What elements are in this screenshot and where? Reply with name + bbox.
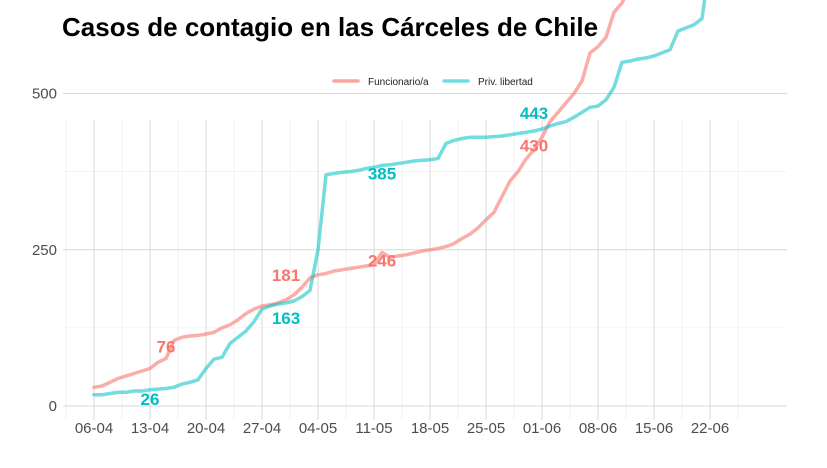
legend: Funcionario/a Priv. libertad [332,77,533,88]
y-tick-label: 250 [32,242,57,259]
data-label: 181 [272,266,300,285]
series-line-funcionario [92,0,626,390]
series-line-priv-libertad [92,0,707,397]
data-labels: 7618124643086026163385443710 [141,104,549,409]
data-label: 385 [368,164,396,183]
x-tick-label: 20-04 [187,420,225,437]
y-axis: 0250500750 [32,86,57,416]
legend-label-priv-libertad: Priv. libertad [478,77,533,88]
x-tick-label: 06-04 [75,420,113,437]
y-tick-label: 0 [49,398,57,415]
grid [63,93,787,420]
data-label: 26 [141,390,160,409]
data-label: 443 [520,104,548,123]
x-tick-label: 27-04 [243,420,281,437]
x-tick-label: 15-06 [635,420,673,437]
x-tick-label: 11-05 [355,420,392,437]
x-tick-label: 13-04 [131,420,169,437]
legend-label-funcionario: Funcionario/a [368,77,429,88]
x-tick-label: 25-05 [467,420,505,437]
data-label: 76 [157,338,176,357]
x-tick-label: 08-06 [579,420,617,437]
data-label: 163 [272,309,300,328]
x-tick-label: 22-06 [691,420,729,437]
series-lines [92,0,707,397]
data-label: 246 [368,251,396,270]
x-tick-label: 18-05 [411,420,449,437]
chart-title: Casos de contagio en las Cárceles de Chi… [62,12,598,42]
x-axis: 06-04 13-04 20-04 27-04 04-05 11-05 18-05 25-05… [75,420,729,437]
y-tick-label: 500 [32,86,57,103]
x-tick-label: 01-06 [523,420,561,437]
data-label: 430 [520,136,548,155]
x-tick-label: 04-05 [299,420,337,437]
